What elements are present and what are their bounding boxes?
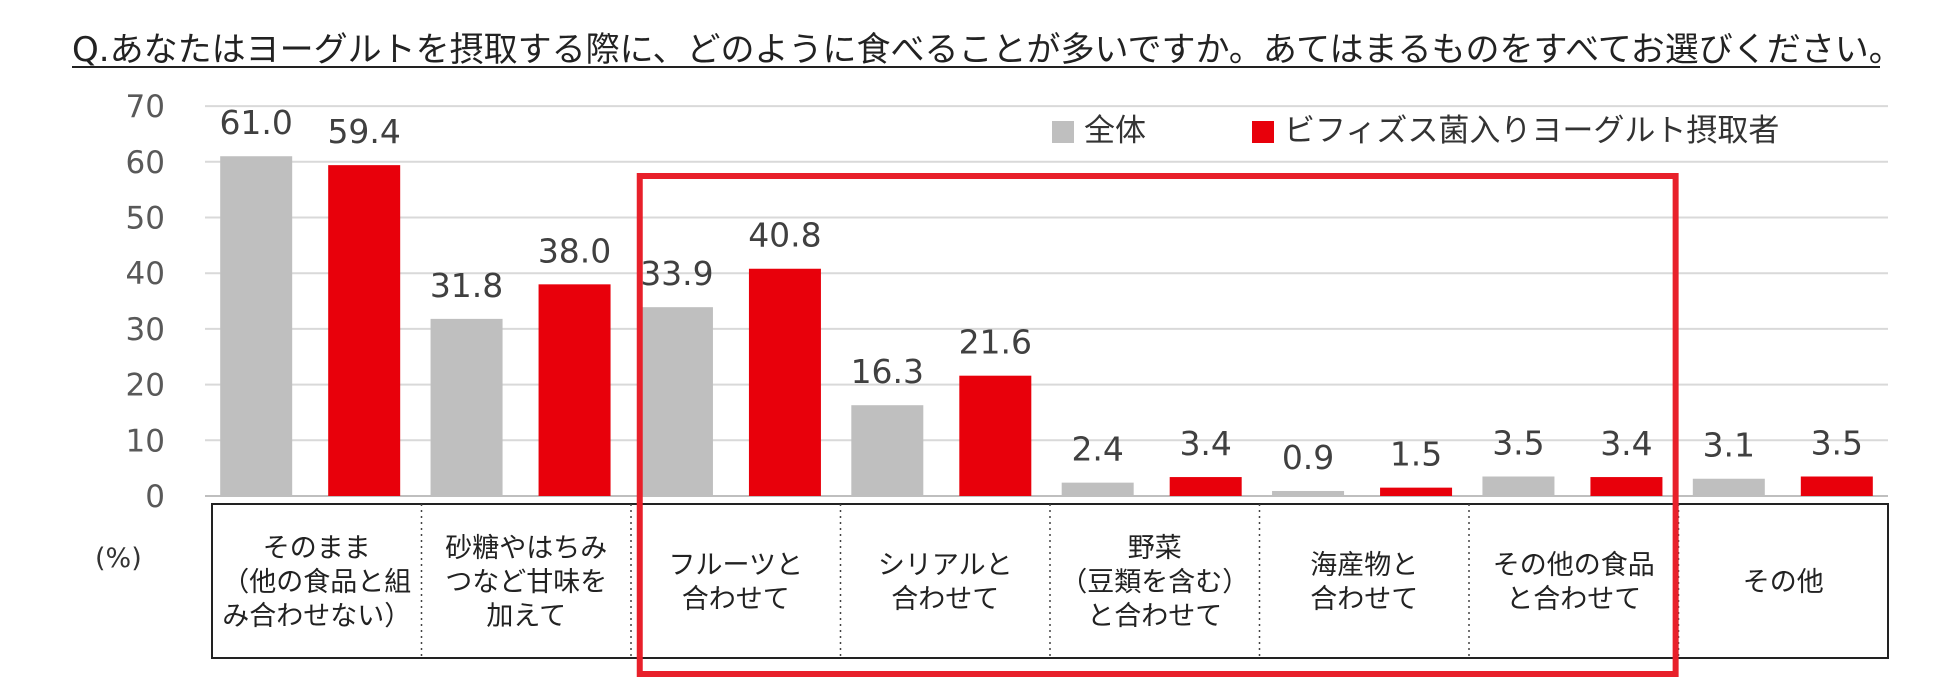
bar-all xyxy=(430,318,503,496)
data-label: 3.5 xyxy=(1811,424,1863,463)
legend-label: 全体 xyxy=(1084,113,1146,149)
category-label: つなど甘味を xyxy=(445,567,607,598)
y-tick-label: 60 xyxy=(126,145,165,181)
category-label: 野菜 xyxy=(1128,533,1182,564)
bar-bifidus xyxy=(959,375,1032,496)
data-label: 61.0 xyxy=(219,103,292,142)
category-label: そのまま xyxy=(263,533,371,564)
category-table: そのまま（他の食品と組み合わせない）砂糖やはちみつなど甘味を加えてフルーツと合わ… xyxy=(211,503,1889,659)
data-label: 33.9 xyxy=(640,254,713,293)
data-label: 38.0 xyxy=(538,231,611,270)
bar-bifidus xyxy=(1590,477,1663,496)
data-label: 40.8 xyxy=(748,216,821,255)
bar-all xyxy=(851,405,924,496)
bar-bifidus xyxy=(328,165,401,496)
highlight-box xyxy=(636,173,1679,677)
data-labels: 61.0 31.8 33.9 16.3 2.4 0.9 3.5 3.1 59.4 38.0 40.8… xyxy=(219,103,1863,477)
category-label: と合わせて xyxy=(1506,584,1641,615)
category-label: （他の食品と組 xyxy=(222,567,411,598)
y-tick-label: 30 xyxy=(126,312,165,348)
category-label: その他 xyxy=(1743,567,1824,598)
data-label: 16.3 xyxy=(851,352,924,391)
bar-bifidus xyxy=(538,284,611,496)
bar-all xyxy=(640,307,713,496)
bar-bifidus xyxy=(1169,477,1242,496)
y-tick-label: 50 xyxy=(126,201,165,237)
title-underline xyxy=(72,66,1880,68)
bar-all xyxy=(1061,482,1134,496)
chart-title: Q.あなたはヨーグルトを摂取する際に、どのように食べることが多いですか。あてはま… xyxy=(72,30,1903,70)
bar-bifidus xyxy=(748,268,821,496)
category-label: （豆類を含む） xyxy=(1060,567,1249,598)
category-label: み合わせない） xyxy=(222,601,411,632)
y-tick-label: 20 xyxy=(126,368,165,404)
category-label: 合わせて xyxy=(1310,584,1418,615)
bar-all xyxy=(1692,478,1765,496)
data-label: 2.4 xyxy=(1071,430,1123,469)
y-tick-label: 10 xyxy=(126,423,165,459)
legend-label: ビフィズス菌入りヨーグルト摂取者 xyxy=(1284,113,1779,149)
legend-swatch xyxy=(1252,121,1274,143)
category-label: 合わせて xyxy=(682,584,790,615)
bar-all xyxy=(1272,490,1345,496)
unit-label: (%) xyxy=(95,543,142,574)
data-label: 59.4 xyxy=(327,112,400,151)
category-label: 砂糖やはちみ xyxy=(445,533,607,564)
category-label: 加えて xyxy=(486,601,566,632)
category-label: と合わせて xyxy=(1087,601,1222,632)
data-label: 3.4 xyxy=(1179,424,1231,463)
bar-all xyxy=(1482,476,1555,496)
category-label: 海産物と xyxy=(1310,550,1418,581)
legend: 全体 ビフィズス菌入りヨーグルト摂取者 xyxy=(1052,113,1779,149)
data-label: 21.6 xyxy=(959,323,1032,362)
bars xyxy=(220,156,1873,497)
bar-all xyxy=(220,156,293,497)
y-tick-label: 40 xyxy=(126,256,165,292)
data-label: 3.5 xyxy=(1492,424,1544,463)
legend-swatch xyxy=(1052,121,1074,143)
bar-bifidus xyxy=(1380,487,1453,496)
category-label: 合わせて xyxy=(891,584,999,615)
bar-bifidus xyxy=(1800,476,1873,496)
highlight-rectangle xyxy=(636,173,1679,677)
data-label: 3.4 xyxy=(1600,424,1652,463)
category-label: フルーツと xyxy=(669,550,803,581)
data-label: 31.8 xyxy=(430,266,503,305)
y-axis: 0 10 20 30 40 50 60 70 xyxy=(126,89,165,515)
data-label: 1.5 xyxy=(1390,435,1442,474)
y-tick-label: 70 xyxy=(126,89,165,125)
data-label: 0.9 xyxy=(1282,438,1334,477)
y-tick-label: 0 xyxy=(145,479,165,515)
data-label: 3.1 xyxy=(1703,426,1755,465)
category-label: その他の食品 xyxy=(1493,550,1655,581)
category-label: シリアルと xyxy=(878,550,1013,581)
